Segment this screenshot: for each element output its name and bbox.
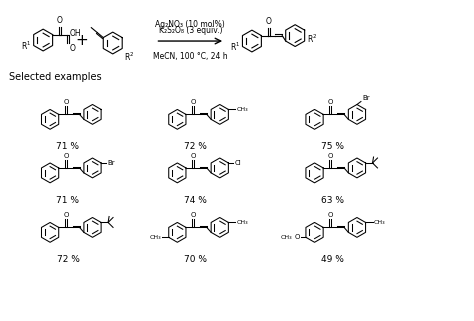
Text: R$^2$: R$^2$	[124, 50, 135, 63]
Text: 72 %: 72 %	[56, 255, 80, 264]
Text: R$^1$: R$^1$	[230, 40, 240, 53]
Text: O: O	[191, 99, 196, 105]
Text: O: O	[64, 212, 69, 218]
Text: Cl: Cl	[234, 160, 241, 166]
Text: O: O	[328, 212, 333, 218]
Text: 75 %: 75 %	[321, 142, 344, 151]
Text: 49 %: 49 %	[321, 255, 344, 264]
Text: O: O	[295, 234, 300, 240]
Text: +: +	[75, 32, 88, 48]
Text: Selected examples: Selected examples	[9, 72, 102, 82]
Text: Br: Br	[362, 94, 370, 100]
Text: 71 %: 71 %	[56, 142, 80, 151]
Text: MeCN, 100 °C, 24 h: MeCN, 100 °C, 24 h	[153, 52, 228, 61]
Text: Br: Br	[107, 160, 115, 166]
Text: 72 %: 72 %	[184, 142, 207, 151]
Text: CH₃: CH₃	[237, 220, 248, 225]
Text: O: O	[191, 152, 196, 159]
Text: O: O	[191, 212, 196, 218]
Text: CH₃: CH₃	[237, 107, 248, 112]
Text: O: O	[64, 152, 69, 159]
Text: O: O	[70, 44, 75, 53]
Text: 63 %: 63 %	[321, 196, 344, 205]
Text: O: O	[328, 99, 333, 105]
Text: Ag₂NO₃ (10 mol%): Ag₂NO₃ (10 mol%)	[155, 20, 225, 29]
Text: 71 %: 71 %	[56, 196, 80, 205]
Text: CH₃: CH₃	[281, 235, 292, 240]
Text: 74 %: 74 %	[184, 196, 207, 205]
Text: R$^1$: R$^1$	[21, 39, 32, 52]
Text: O: O	[328, 152, 333, 159]
Text: K₂S₂O₈ (3 equiv.): K₂S₂O₈ (3 equiv.)	[158, 26, 222, 35]
Text: CH₃: CH₃	[149, 235, 161, 240]
Text: OH: OH	[70, 29, 81, 38]
Text: O: O	[57, 16, 63, 25]
Text: CH₃: CH₃	[374, 220, 385, 225]
Text: R$^2$: R$^2$	[307, 32, 317, 45]
Text: 70 %: 70 %	[184, 255, 207, 264]
Text: O: O	[64, 99, 69, 105]
Text: O: O	[266, 17, 272, 26]
